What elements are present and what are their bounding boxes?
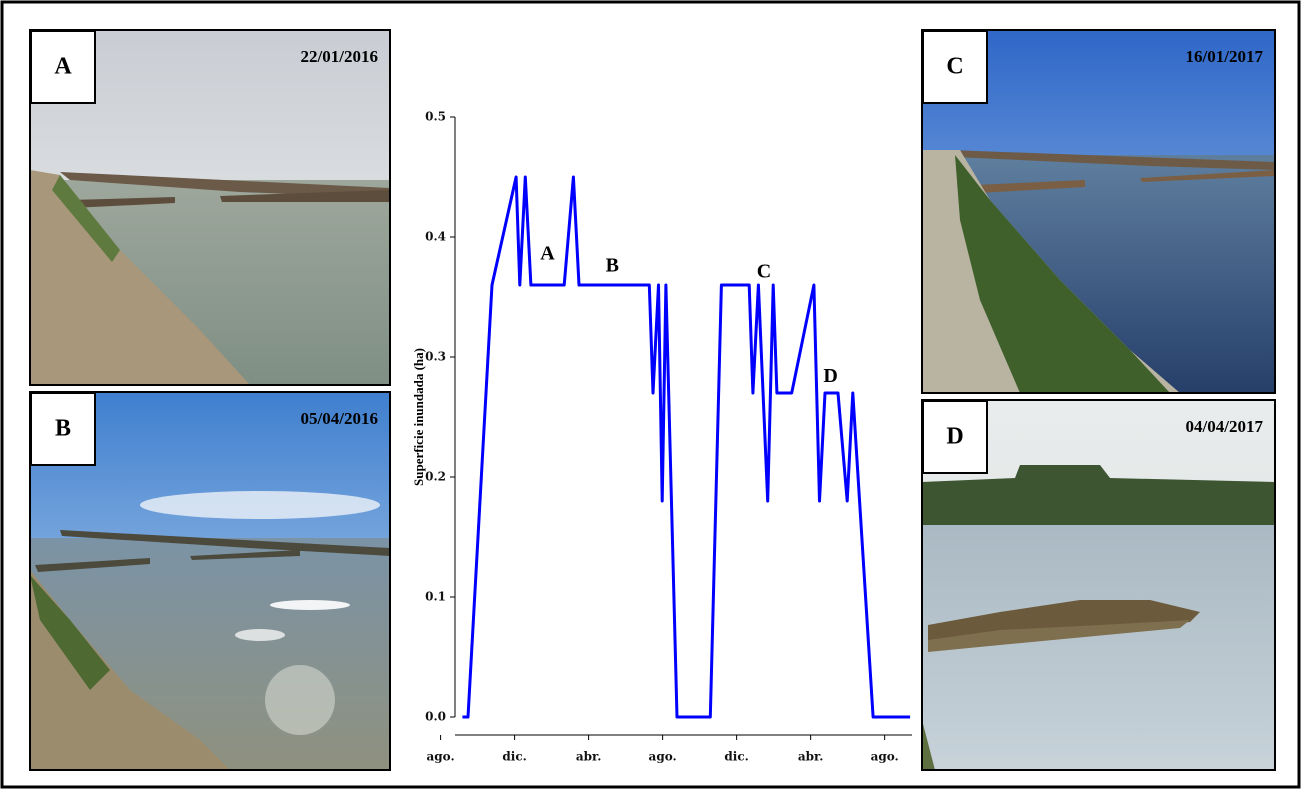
y-axis-label: Superficie inundada (ha)	[411, 348, 426, 486]
photo-label-box	[30, 392, 96, 466]
x-tick-label: dic.	[502, 750, 526, 764]
chart: Superficie inundada (ha) 0.0 0.1 0.2 0.3 0.4…	[411, 110, 912, 764]
photo-label: A	[54, 54, 72, 80]
y-tick-label: 0.3	[425, 350, 446, 364]
photo-date: 05/04/2016	[301, 409, 378, 428]
annotation: C	[757, 261, 771, 283]
x-tick-label: ago.	[871, 750, 899, 764]
photo-c	[921, 29, 1276, 394]
y-tick-label: 0.2	[425, 470, 446, 484]
x-tick-label: ago.	[427, 750, 455, 764]
y-tick-label: 0.5	[425, 110, 446, 124]
data-line	[462, 175, 911, 719]
y-tick-label: 0.4	[425, 230, 446, 244]
photo-b	[29, 391, 391, 771]
annotation: A	[540, 243, 555, 265]
y-tick-label: 0.0	[425, 710, 446, 724]
photo-label: D	[946, 424, 963, 450]
photo-label: C	[946, 54, 963, 80]
x-tick-label: abr.	[798, 750, 824, 764]
photo-date: 04/04/2017	[1186, 417, 1264, 436]
photo-label-box	[922, 400, 988, 474]
x-tick-label: abr.	[576, 750, 602, 764]
photo-date: 16/01/2017	[1186, 47, 1264, 66]
annotation: D	[823, 365, 837, 387]
photo-label-box	[922, 30, 988, 104]
x-tick-label: dic.	[724, 750, 748, 764]
x-tick-label: ago.	[649, 750, 677, 764]
annotation: B	[606, 255, 619, 277]
photo-label-box	[30, 30, 96, 104]
photo-label: B	[55, 416, 71, 442]
y-tick-label: 0.1	[425, 590, 446, 604]
photo-date: 22/01/2016	[301, 47, 378, 66]
